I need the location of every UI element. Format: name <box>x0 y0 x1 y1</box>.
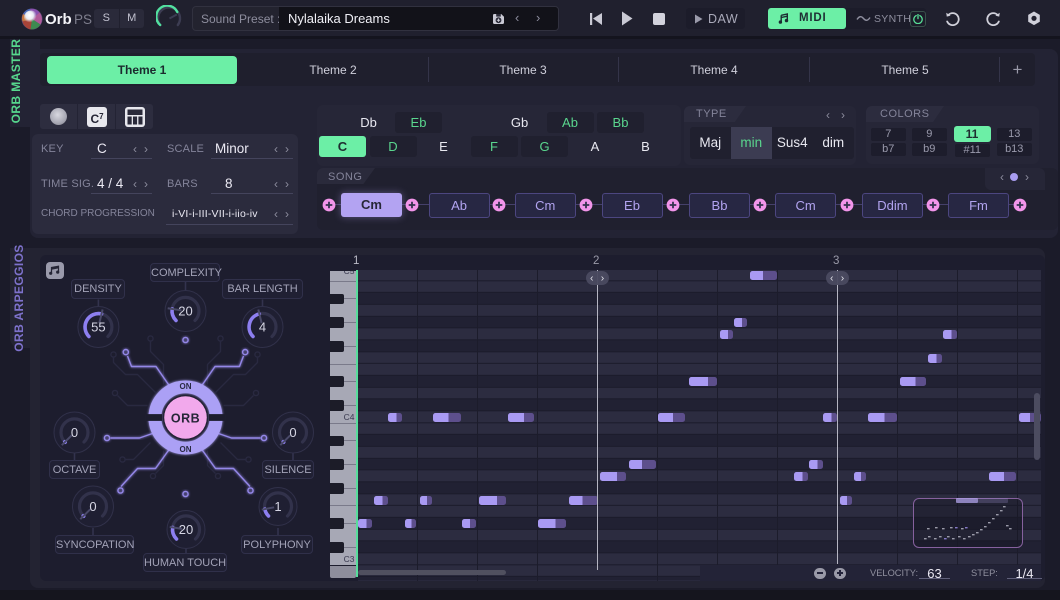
svg-text:0: 0 <box>89 499 96 514</box>
svg-text:55: 55 <box>91 320 105 335</box>
svg-text:1: 1 <box>274 499 281 514</box>
svg-text:20: 20 <box>178 304 192 319</box>
svg-text:ON: ON <box>180 445 192 454</box>
svg-text:20: 20 <box>179 522 193 537</box>
svg-text:ON: ON <box>180 382 192 391</box>
svg-text:0: 0 <box>71 425 78 440</box>
svg-text:ORB: ORB <box>171 411 200 425</box>
svg-text:4: 4 <box>259 320 266 335</box>
svg-text:0: 0 <box>289 425 296 440</box>
